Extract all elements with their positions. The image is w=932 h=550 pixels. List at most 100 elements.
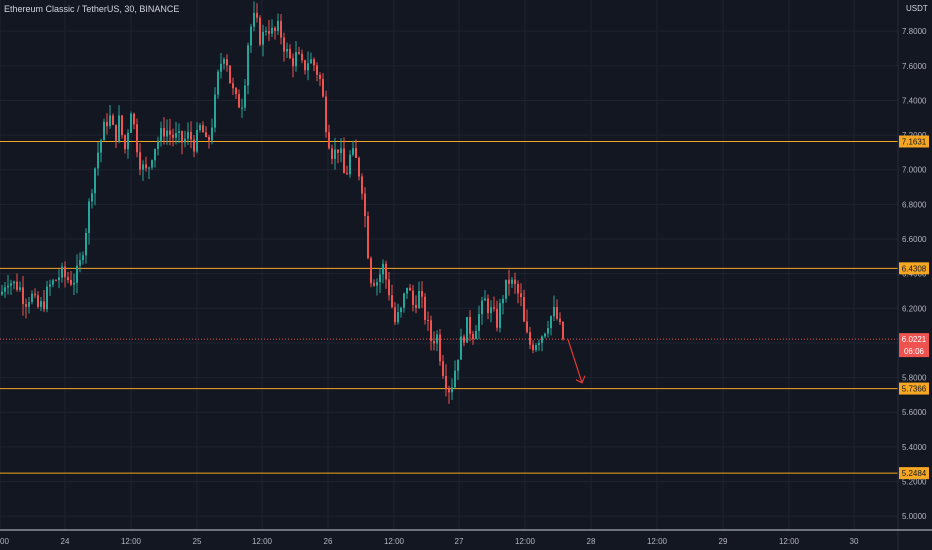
- candle-body: [424, 296, 426, 320]
- candle-body: [55, 280, 57, 282]
- candle-body: [541, 336, 543, 343]
- candle-body: [445, 376, 447, 389]
- candle-body: [172, 134, 174, 138]
- candles: [1, 1, 564, 404]
- x-tick-label: 24: [61, 537, 70, 546]
- candle-body: [394, 307, 396, 323]
- candle-body: [58, 277, 60, 281]
- candle-body: [517, 283, 519, 294]
- candle-body: [463, 336, 465, 343]
- candle-body: [487, 298, 489, 313]
- candle-body: [499, 303, 501, 328]
- candle-body: [190, 131, 192, 140]
- candle-body: [550, 316, 552, 329]
- candle-body: [145, 164, 147, 169]
- candle-body: [496, 308, 498, 328]
- candle-body: [7, 285, 9, 288]
- price-labels: 7.1631 6.4308 5.7366 5.2484 6.0221 06:06: [899, 135, 929, 480]
- candle-body: [379, 274, 381, 283]
- candle-body: [232, 83, 234, 89]
- candle-body: [505, 279, 507, 299]
- candle-body: [301, 53, 303, 61]
- candle-body: [199, 125, 201, 131]
- candle-body: [418, 290, 420, 309]
- candle-body: [370, 258, 372, 284]
- candle-body: [244, 85, 246, 108]
- candle-body: [409, 287, 411, 291]
- candle-body: [67, 277, 69, 280]
- candle-body: [520, 293, 522, 298]
- candle-body: [280, 20, 282, 38]
- x-tick-label: 25: [193, 537, 202, 546]
- candle-body: [229, 65, 231, 84]
- candle-body: [475, 330, 477, 340]
- x-tick-label: 12:00: [252, 537, 273, 546]
- candle-body: [277, 20, 279, 31]
- candle-body: [124, 135, 126, 150]
- candle-body: [373, 283, 375, 286]
- candle-body: [154, 148, 156, 161]
- level-price-tag: [899, 382, 929, 395]
- candle-body: [49, 284, 51, 287]
- candle-body: [562, 321, 564, 340]
- candle-body: [478, 314, 480, 331]
- candle-body: [397, 312, 399, 323]
- candle-body: [442, 361, 444, 377]
- candle-body: [43, 301, 45, 310]
- candle-body: [358, 157, 360, 177]
- candle-body: [28, 302, 30, 307]
- candle-body: [322, 79, 324, 97]
- candle-body: [10, 283, 12, 286]
- candle-body: [271, 27, 273, 34]
- candle-body: [184, 138, 186, 143]
- candle-body: [46, 286, 48, 310]
- candle-body: [82, 255, 84, 261]
- y-tick-label: 5.2000: [902, 478, 927, 487]
- candle-body: [91, 193, 93, 202]
- candle-body: [376, 282, 378, 286]
- y-tick-label: 7.4000: [902, 96, 927, 105]
- candle-body: [115, 124, 117, 142]
- candle-body: [97, 152, 99, 169]
- candle-body: [4, 287, 6, 292]
- candle-body: [415, 304, 417, 309]
- candle-body: [88, 201, 90, 233]
- x-tick-label: 12:00: [647, 537, 668, 546]
- candle-body: [217, 71, 219, 95]
- candle-body: [448, 388, 450, 393]
- candle-body: [331, 148, 333, 159]
- candle-body: [454, 370, 456, 388]
- candle-body: [79, 260, 81, 266]
- candle-body: [223, 59, 225, 64]
- candle-body: [439, 334, 441, 362]
- candle-body: [346, 173, 348, 175]
- candle-body: [208, 136, 210, 141]
- candle-body: [1, 291, 3, 295]
- candle-body: [388, 279, 390, 296]
- candle-body: [403, 293, 405, 308]
- y-tick-label: 6.6000: [902, 235, 927, 244]
- candle-body: [235, 88, 237, 95]
- candle-body: [178, 131, 180, 134]
- currency-label[interactable]: USDT: [906, 4, 928, 13]
- candle-body: [109, 115, 111, 127]
- candle-body: [136, 124, 138, 153]
- candle-body: [319, 74, 321, 80]
- candle-body: [535, 345, 537, 351]
- last-price-text: 6.0221: [902, 335, 927, 344]
- x-tick-label: 29: [719, 537, 728, 546]
- candle-body: [382, 263, 384, 275]
- candle-body: [16, 281, 18, 290]
- candle-body: [427, 319, 429, 321]
- candle-body: [211, 127, 213, 141]
- candle-body: [130, 113, 132, 133]
- candle-body: [106, 121, 108, 127]
- candle-body: [259, 17, 261, 45]
- y-tick-label: 5.8000: [902, 374, 927, 383]
- candle-body: [202, 125, 204, 133]
- candle-body: [205, 132, 207, 137]
- candle-body: [310, 59, 312, 64]
- candle-body: [163, 128, 165, 137]
